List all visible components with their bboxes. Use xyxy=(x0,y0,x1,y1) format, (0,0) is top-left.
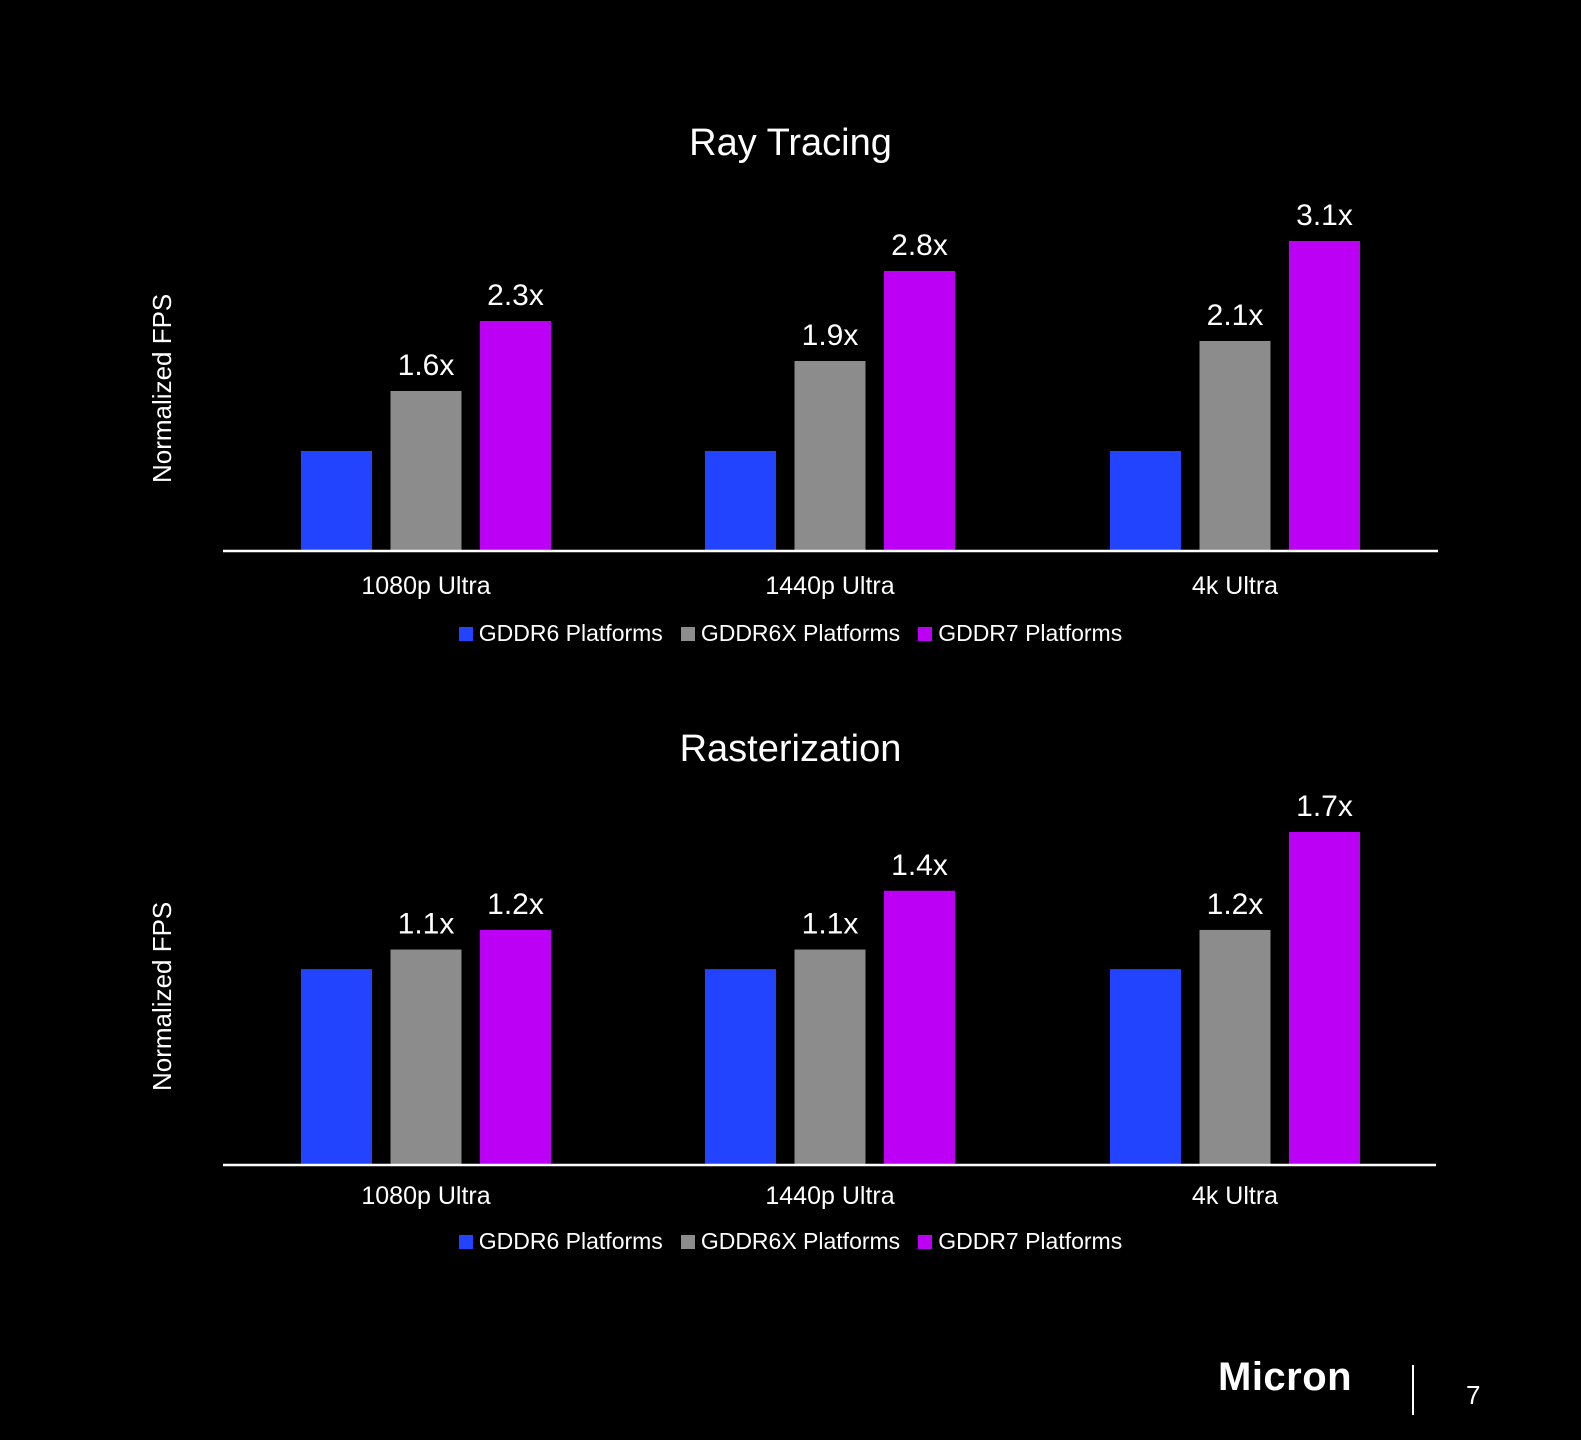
category-label-1: 1440p Ultra xyxy=(765,1182,894,1210)
legend-label-gddr6: GDDR6 Platforms xyxy=(478,1228,663,1254)
micron-logo: Micron xyxy=(1218,1355,1353,1399)
bar-gddr6-2 xyxy=(1110,969,1181,1165)
bar-gddr6x-0 xyxy=(390,391,462,551)
page-number: 7 xyxy=(1466,1380,1481,1410)
legend-swatch-gddr6 xyxy=(458,1234,473,1249)
data-label-gddr6x-2: 2.1x xyxy=(1207,299,1264,332)
legend-label-gddr7: GDDR7 Platforms xyxy=(938,620,1123,646)
legend-ray-tracing: GDDR6 Platforms GDDR6X Platforms GDDR7 P… xyxy=(0,620,1581,647)
bar-gddr6x-1 xyxy=(794,949,866,1165)
legend-label-gddr6x: GDDR6X Platforms xyxy=(700,620,901,646)
category-label-2: 4k Ultra xyxy=(1192,572,1278,600)
legend-item-gddr6x: GDDR6X Platforms xyxy=(680,620,901,647)
legend-item-gddr7: GDDR7 Platforms xyxy=(918,1228,1122,1255)
legend-label-gddr7: GDDR7 Platforms xyxy=(938,1228,1123,1254)
bar-gddr7-2 xyxy=(1289,832,1360,1165)
legend-swatch-gddr7 xyxy=(918,1234,933,1249)
bar-gddr6x-0 xyxy=(390,949,462,1165)
bar-gddr6x-2 xyxy=(1199,341,1271,551)
bar-gddr7-0 xyxy=(480,929,551,1165)
bar-gddr7-1 xyxy=(884,271,955,551)
bar-gddr6x-1 xyxy=(794,361,866,551)
legend-rasterization: GDDR6 Platforms GDDR6X Platforms GDDR7 P… xyxy=(0,1228,1581,1255)
legend-swatch-gddr6x xyxy=(680,626,695,641)
chart-title-ray-tracing: Ray Tracing xyxy=(689,122,892,164)
data-label-gddr6x-2: 1.2x xyxy=(1207,888,1264,921)
bar-gddr7-2 xyxy=(1289,241,1360,551)
legend-swatch-gddr6x xyxy=(680,1234,695,1249)
bar-gddr7-0 xyxy=(480,321,551,551)
data-label-gddr7-1: 2.8x xyxy=(891,229,948,262)
bar-gddr6-2 xyxy=(1110,451,1181,551)
data-label-gddr7-0: 2.3x xyxy=(487,279,544,312)
legend-item-gddr6: GDDR6 Platforms xyxy=(458,1228,663,1255)
bar-gddr6-0 xyxy=(301,969,372,1165)
category-label-0: 1080p Ultra xyxy=(361,572,490,600)
data-label-gddr6x-1: 1.1x xyxy=(802,908,859,941)
data-label-gddr7-1: 1.4x xyxy=(891,849,948,882)
legend-label-gddr6x: GDDR6X Platforms xyxy=(700,1228,901,1254)
data-label-gddr7-2: 1.7x xyxy=(1296,790,1353,823)
legend-item-gddr7: GDDR7 Platforms xyxy=(918,620,1122,647)
bar-gddr6-1 xyxy=(705,969,776,1165)
data-label-gddr6x-0: 1.6x xyxy=(398,349,455,382)
legend-swatch-gddr7 xyxy=(918,626,933,641)
bar-gddr7-1 xyxy=(884,890,955,1165)
data-label-gddr6x-1: 1.9x xyxy=(802,319,859,352)
bar-gddr6-0 xyxy=(301,451,372,551)
footer-divider xyxy=(1412,1365,1414,1415)
legend-label-gddr6: GDDR6 Platforms xyxy=(478,620,663,646)
legend-item-gddr6: GDDR6 Platforms xyxy=(458,620,663,647)
legend-item-gddr6x: GDDR6X Platforms xyxy=(680,1228,901,1255)
category-label-1: 1440p Ultra xyxy=(765,572,894,600)
data-label-gddr6x-0: 1.1x xyxy=(398,908,455,941)
data-label-gddr7-2: 3.1x xyxy=(1296,199,1353,232)
bar-gddr6x-2 xyxy=(1199,929,1271,1165)
category-label-2: 4k Ultra xyxy=(1192,1182,1278,1210)
chart-title-rasterization: Rasterization xyxy=(679,728,902,770)
data-label-gddr7-0: 1.2x xyxy=(487,888,544,921)
category-label-0: 1080p Ultra xyxy=(361,1182,490,1210)
bar-gddr6-1 xyxy=(705,451,776,551)
legend-swatch-gddr6 xyxy=(458,626,473,641)
